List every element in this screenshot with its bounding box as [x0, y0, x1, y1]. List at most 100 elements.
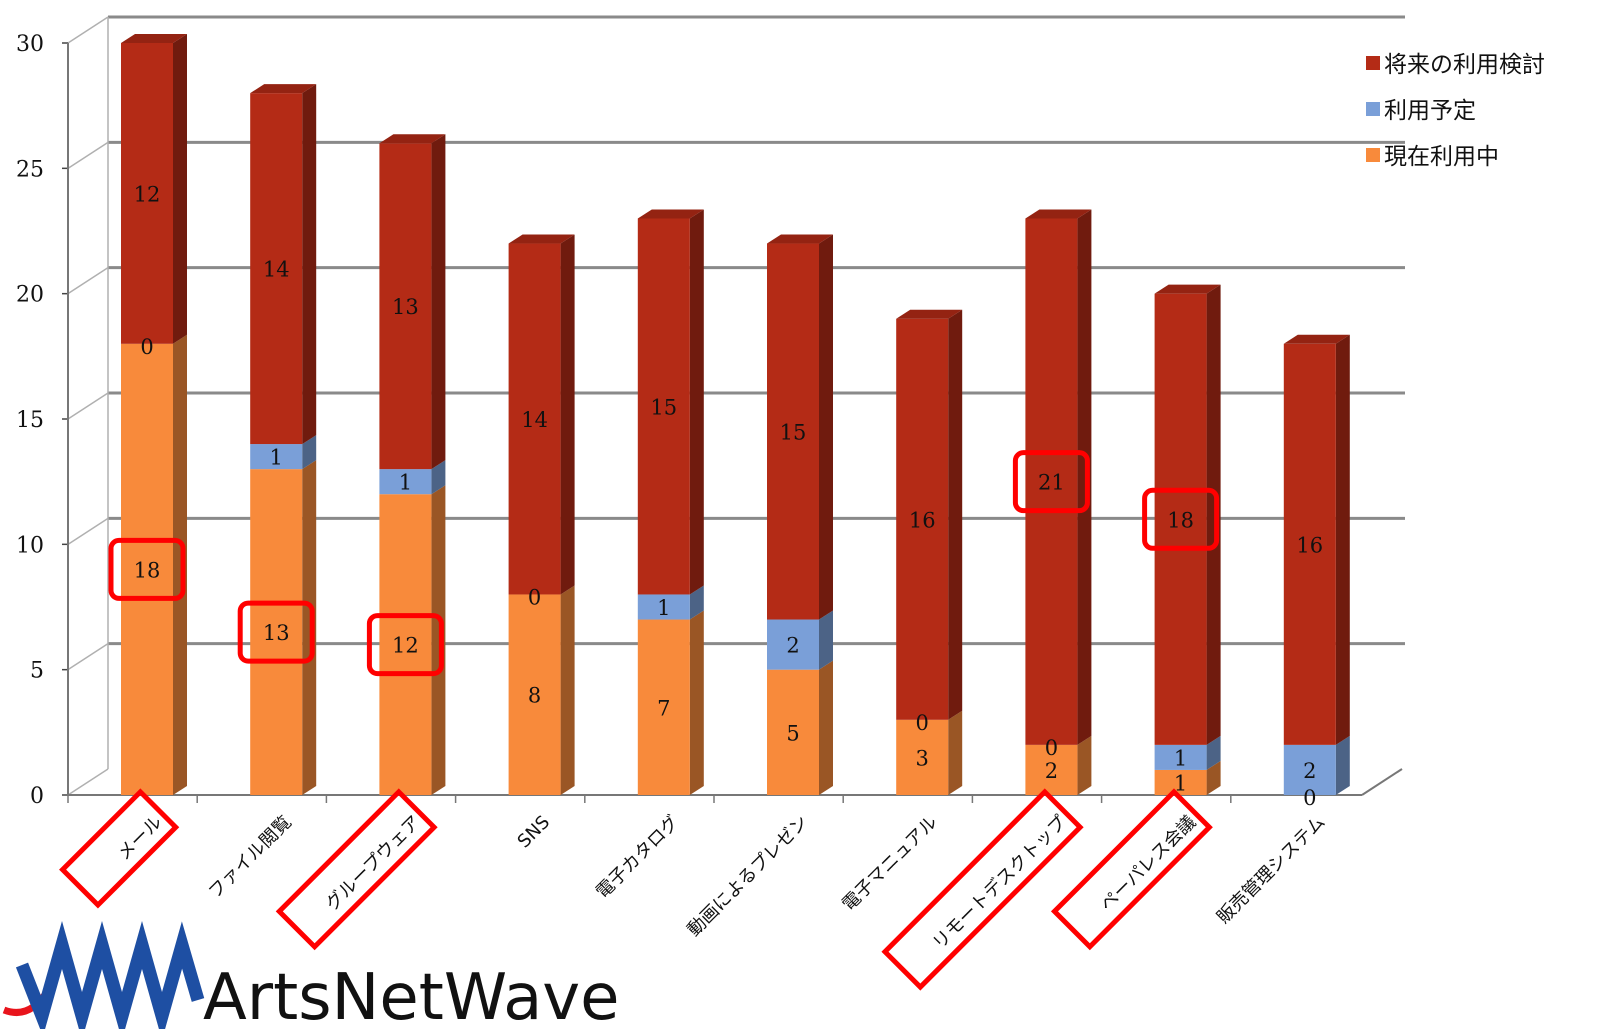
bar-front-face	[1154, 744, 1207, 770]
bar-front-face	[379, 494, 432, 795]
y-tick-label: 20	[16, 283, 44, 308]
bar-top-face	[250, 84, 317, 94]
bar-segment	[637, 585, 704, 620]
bar-front-face	[637, 619, 690, 795]
value-label: 15	[650, 395, 677, 419]
category-label: 電子マニュアル	[838, 812, 942, 916]
bar-side-face	[1077, 735, 1092, 795]
bar-side-face	[689, 610, 704, 795]
category-label-group: ファイル閲覧	[205, 812, 296, 903]
category-label-group: 販売管理システム	[1213, 812, 1329, 928]
gridline-side	[67, 141, 109, 169]
category-label: SNS	[514, 812, 555, 853]
value-labels: 1801213114121138014711552153016202111180…	[108, 182, 1323, 810]
value-label: 13	[392, 295, 419, 319]
value-highlight-box	[1142, 487, 1220, 551]
logo-wave-mark	[15, 921, 205, 1034]
bar-front-face	[1154, 293, 1207, 745]
bar-segment	[379, 485, 446, 795]
bar-front-face	[767, 243, 819, 620]
bar-front-face	[121, 43, 173, 344]
bar-side-face	[819, 234, 833, 620]
bar-front-face	[637, 218, 690, 595]
bar-side-face	[1335, 735, 1350, 795]
value-highlight-box	[1012, 450, 1090, 514]
value-label: 18	[1167, 508, 1194, 532]
bar-segment	[637, 209, 704, 595]
bar-segment	[250, 460, 317, 795]
bar-side-face	[689, 209, 704, 595]
bar-segment	[508, 585, 575, 795]
bar-top-face	[637, 209, 704, 219]
bar-front-face	[1283, 343, 1336, 745]
value-label: 2	[1303, 759, 1316, 783]
legend-label: 将来の利用検討	[1384, 52, 1545, 78]
category-highlight-box	[1050, 788, 1213, 951]
category-label-group: 動画によるプレゼン	[684, 812, 813, 941]
category-label: ファイル閲覧	[205, 812, 296, 903]
value-label: 15	[780, 421, 807, 445]
value-label: 2	[1045, 759, 1058, 783]
bar-side-face	[431, 460, 446, 495]
bar-front-face	[508, 594, 561, 795]
value-label: 16	[909, 508, 936, 532]
category-highlight-box	[881, 788, 1084, 991]
category-label-group: 電子カタログ	[592, 812, 683, 903]
bar-side-face	[560, 585, 575, 795]
value-label: 1	[657, 596, 670, 620]
category-label-group: SNS	[514, 812, 555, 853]
value-label: 2	[786, 634, 799, 658]
y-tick-label: 5	[30, 659, 44, 684]
bar-side-face	[948, 710, 963, 795]
bar-top-face	[767, 234, 833, 244]
bar-side-face	[302, 460, 317, 795]
bar-front-face	[250, 93, 303, 445]
bar-segment	[896, 710, 963, 795]
legend-label: 現在利用中	[1384, 144, 1499, 170]
value-highlight-box	[237, 600, 315, 664]
value-label: 18	[134, 558, 161, 582]
value-label: 0	[140, 335, 153, 359]
bar-segment	[379, 134, 446, 470]
bar-front-face	[896, 719, 949, 795]
value-label: 13	[263, 621, 290, 645]
value-label: 1	[1174, 746, 1187, 770]
bar-side-face	[302, 435, 317, 470]
bar-segment	[1025, 209, 1092, 745]
bar-segment	[250, 84, 317, 445]
gridline-side	[67, 392, 109, 420]
bar-side-face	[1077, 209, 1092, 745]
bar-front-face	[379, 143, 432, 470]
value-label: 5	[786, 721, 799, 745]
bar-segment	[767, 660, 833, 795]
gridline-side	[67, 643, 109, 671]
bar-segment	[508, 234, 575, 595]
value-label: 3	[916, 746, 929, 770]
bar-segment	[1154, 735, 1221, 770]
value-label: 14	[263, 258, 290, 282]
value-label: 1	[1174, 771, 1187, 795]
value-label: 1	[399, 471, 412, 495]
bar-side-face	[173, 334, 187, 795]
bar-side-face	[560, 234, 575, 595]
bar-segment	[896, 309, 963, 720]
logo-wordmark: ArtsNetWave	[203, 961, 620, 1029]
bar-front-face	[121, 343, 173, 795]
category-label: 電子カタログ	[592, 812, 683, 903]
bar-top-face	[1283, 334, 1350, 344]
bar-side-face	[689, 585, 704, 620]
bar-front-face	[379, 469, 432, 495]
bar-front-face	[767, 669, 819, 795]
category-label: ペーパレス会議	[1096, 812, 1200, 916]
bar-top-face	[508, 234, 575, 244]
bar-segment	[637, 610, 704, 795]
category-label-group: 電子マニュアル	[838, 812, 942, 916]
bar-segment	[767, 610, 833, 670]
value-label: 21	[1038, 471, 1065, 495]
value-label: 12	[392, 634, 419, 658]
y-tick-label: 30	[16, 32, 44, 57]
value-label: 14	[521, 408, 548, 432]
bar-side-face	[819, 660, 833, 795]
value-label: 0	[916, 711, 929, 735]
y-tick-label: 25	[16, 157, 44, 182]
